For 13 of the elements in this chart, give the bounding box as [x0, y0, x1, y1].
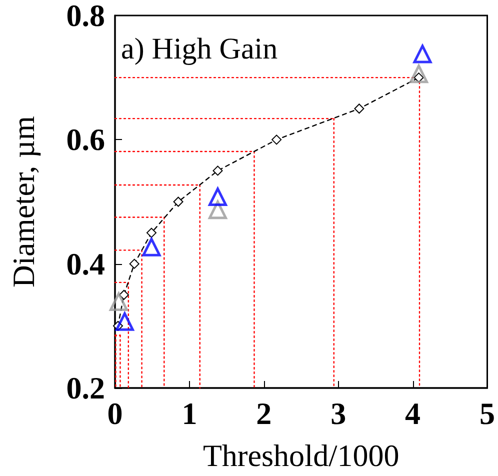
y-tick-label: 0.4: [66, 246, 105, 282]
y-axis-title: Diameter, µm: [6, 116, 41, 288]
x-tick-label: 2: [256, 396, 272, 431]
x-tick-label: 5: [480, 396, 495, 431]
y-tick-label: 0.6: [66, 122, 105, 158]
x-tick-label: 1: [182, 396, 198, 431]
x-tick-label: 4: [405, 396, 421, 431]
x-tick-label: 3: [330, 396, 346, 431]
y-tick-label: 0.8: [66, 0, 105, 33]
x-axis-title: Threshold/1000: [202, 438, 400, 473]
x-tick-label: 0: [107, 396, 123, 431]
y-tick-label: 0.2: [66, 370, 105, 406]
annotation: a) High Gain: [121, 32, 278, 66]
